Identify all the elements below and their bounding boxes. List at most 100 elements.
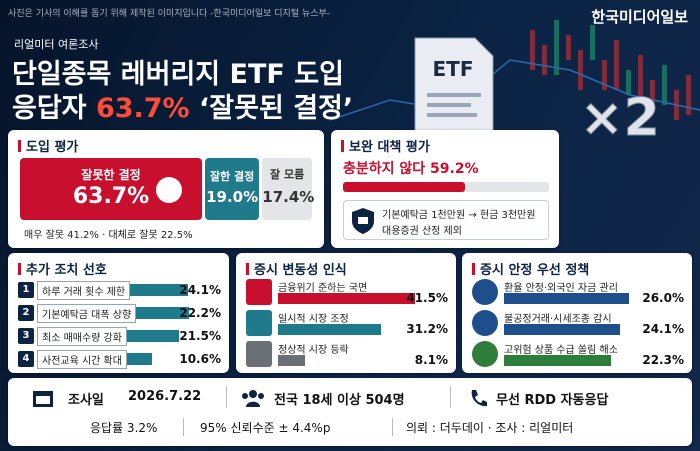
value-label: 22.2% (179, 306, 221, 320)
item-label: 금융위기 준하는 국면 (278, 283, 368, 294)
bar (278, 355, 305, 366)
background-candles: ETF ×2 (330, 20, 700, 140)
separator (226, 386, 227, 408)
item-label: 불공정거래·시세조종 감시 (504, 314, 612, 325)
title-text: ‘잘못된 결정’ (199, 93, 354, 124)
segment-label: 잘한 결정 (209, 170, 255, 183)
measures-panel: 추가 조치 선호 1 하루 거래 횟수 제한 24.1% 2 기본예탁금 대폭 상향 22… (8, 253, 229, 373)
detail: 매우 잘못 41.2% · 대체로 잘못 22.5% (24, 230, 193, 241)
date-label: 조사일 (68, 393, 104, 408)
value-label: 41.5% (406, 291, 448, 305)
measure-row: 3 최소 매매수량 강화 (18, 326, 179, 346)
brand: 한국미디어일보 (591, 8, 688, 26)
bar (504, 355, 612, 366)
etf-label: ETF (433, 57, 474, 81)
segment: 잘못한 결정 63.7% (20, 158, 202, 220)
value-label: 10.6% (179, 352, 221, 366)
people-icon (242, 390, 264, 407)
sample: 전국 18세 이상 504명 (274, 393, 405, 408)
segment: 잘 모름 17.4% (262, 158, 315, 220)
segment-label: 잘못한 결정 (81, 168, 141, 182)
shield-icon (352, 208, 374, 234)
item-icon (246, 279, 272, 305)
footer-panel: 조사일 2026.7.22 전국 18세 이상 504명 무선 RDD 자동응답… (8, 378, 692, 446)
note: 기본예탁금 1천만원 → 현금 3천만원 (382, 210, 536, 221)
value-label: 26.0% (642, 291, 684, 305)
badge: 4 (18, 351, 34, 367)
badge: 3 (18, 328, 34, 344)
panel-title: 도입 평가 (18, 136, 78, 155)
bar (343, 182, 465, 192)
response-rate: 응답률 3.2% (90, 421, 158, 435)
sponsor: 의뢰 : 더두데이 · 조사 : 리얼미터 (406, 421, 574, 435)
segment-value: 19.0% (206, 188, 259, 206)
segment-bar: 잘못한 결정 63.7% 잘한 결정 19.0% 잘 모름 17.4% (20, 158, 315, 220)
item-icon (246, 310, 272, 336)
safeguard-headline: 충분하지 않다 59.2% (343, 158, 479, 178)
calendar-icon (33, 391, 53, 407)
caption: 사진은 기사의 이해를 돕기 위해 제작된 이미지입니다 -한국미디어일보 디지… (8, 9, 331, 19)
bar (126, 353, 153, 365)
panel-title: 추가 조치 선호 (18, 259, 107, 278)
panel-title: 보완 대책 평가 (341, 136, 430, 155)
item-label: 고위험 상품 수급 쏠림 해소 (504, 345, 618, 356)
measure-label: 기본예탁금 대폭 상향 (37, 303, 137, 323)
item-icon (472, 310, 498, 336)
segment: 잘한 결정 19.0% (205, 158, 260, 220)
title-value: 63.7% (95, 93, 190, 124)
title-line: 응답자 63.7% ‘잘못된 결정’ (12, 86, 353, 125)
bar (130, 284, 188, 296)
separator (450, 386, 451, 408)
panel-title: 증시 변동성 인식 (246, 259, 347, 278)
segment-label: 잘 모름 (270, 168, 305, 181)
measure-label: 하루 거래 횟수 제한 (37, 280, 131, 300)
method: 무선 RDD 자동응답 (496, 393, 609, 408)
measure-label: 사전교육 시간 확대 (37, 349, 127, 369)
title-text: 응답자 (12, 93, 87, 124)
safeguard-panel: 보완 대책 평가 충분하지 않다 59.2% 기본예탁금 1천만원 → 현금 3… (331, 130, 559, 248)
bar (278, 293, 415, 304)
measure-label: 최소 매매수량 강화 (37, 326, 127, 346)
date: 2026.7.22 (128, 389, 202, 404)
item-label: 환율 안정·외국인 자금 관리 (504, 283, 618, 294)
item-label: 정상적 시장 등락 (278, 345, 349, 356)
item-icon (472, 341, 498, 367)
bar (126, 330, 179, 342)
adoption-panel: 도입 평가 잘못한 결정 63.7% 잘한 결정 19.0% 잘 모름 17.4% 매우 … (8, 130, 324, 248)
badge: 1 (18, 282, 34, 298)
value-label: 31.2% (406, 322, 448, 336)
separator (392, 418, 393, 436)
measure-row: 1 하루 거래 횟수 제한 (18, 280, 188, 300)
policy-panel: 증시 안정 우선 정책 환율 안정·외국인 자금 관리 26.0% 불공정거래·시세… (462, 253, 692, 373)
bar-track (343, 182, 549, 192)
item-icon (246, 341, 272, 367)
volatility-panel: 증시 변동성 인식 금융위기 준하는 국면 41.5% 일시적 시장 조정 31.2%… (236, 253, 456, 373)
segment-value: 17.4% (262, 188, 315, 206)
note: 대용증권 산정 제외 (382, 226, 462, 237)
multiplier: ×2 (580, 88, 660, 140)
phone-icon (471, 390, 487, 407)
title: 단일종목 레버리지 ETF 도입 (12, 59, 344, 90)
separator (183, 418, 184, 436)
kicker: 리얼미터 여론조사 (14, 38, 99, 51)
bar (278, 324, 381, 335)
bar (504, 324, 620, 335)
divider-circle (156, 177, 182, 203)
measure-row: 2 기본예탁금 대폭 상향 (18, 303, 190, 323)
value-label: 22.3% (642, 353, 684, 367)
panel-title: 증시 안정 우선 정책 (472, 259, 589, 278)
badge: 2 (18, 305, 34, 321)
value-label: 8.1% (414, 353, 448, 367)
measure-row: 4 사전교육 시간 확대 (18, 349, 153, 369)
bar (504, 293, 629, 304)
segment-value: 63.7% (72, 184, 150, 209)
item-label: 일시적 시장 조정 (278, 314, 349, 325)
confidence: 95% 신뢰수준 ± 4.4%p (200, 421, 331, 435)
value-label: 24.1% (179, 283, 221, 297)
value-label: 21.5% (179, 329, 221, 343)
bar (136, 307, 190, 319)
value: 59.2% (430, 161, 479, 177)
value-label: 24.1% (642, 322, 684, 336)
note-box: 기본예탁금 1천만원 → 현금 3천만원 대용증권 산정 제외 (343, 200, 549, 240)
